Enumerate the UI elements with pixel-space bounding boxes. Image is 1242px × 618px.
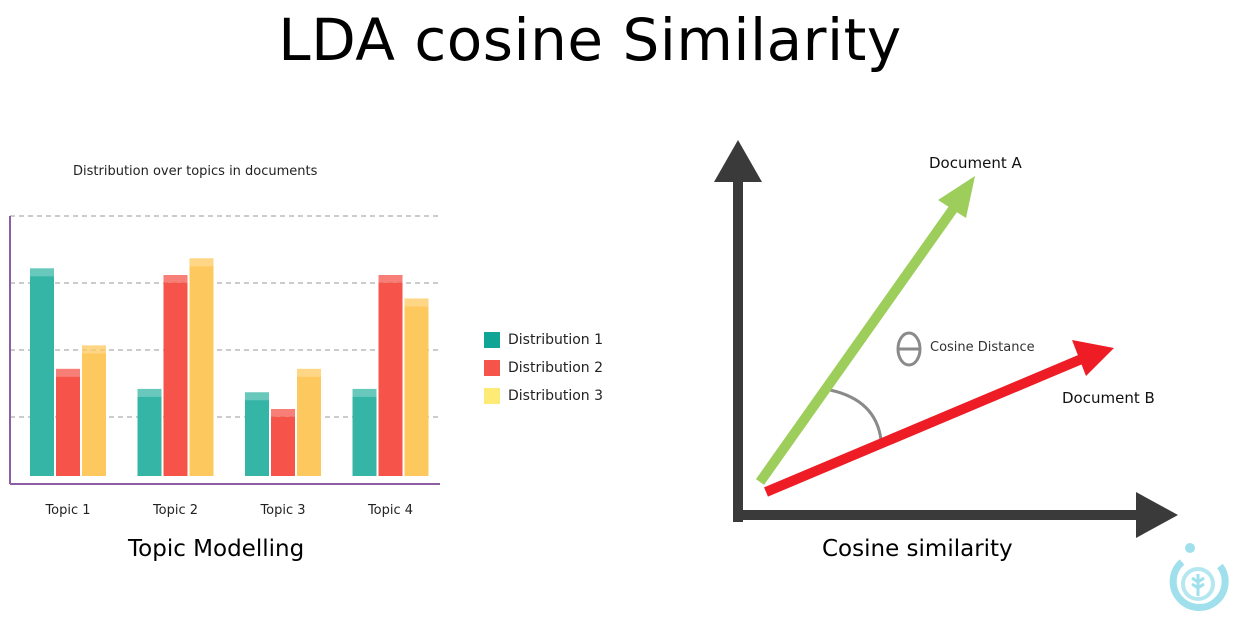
bar-3-3 [297, 376, 321, 476]
bar-1-1 [30, 276, 54, 476]
bar-2-2 [163, 283, 188, 476]
bar-cap [56, 368, 80, 379]
bar-cap [352, 388, 377, 399]
bar-cap [245, 392, 269, 403]
vector-a-arrowhead [938, 176, 975, 218]
chart-title: Distribution over topics in documents [73, 164, 318, 179]
topic-modelling-caption: Topic Modelling [128, 536, 305, 562]
document-b-label: Document B [1062, 389, 1155, 407]
x-tick-label: Topic 4 [367, 503, 413, 518]
legend-swatch [484, 332, 500, 348]
bar-cap [137, 388, 162, 399]
bar-2-1 [56, 376, 80, 476]
cosine-similarity-caption: Cosine similarity [822, 536, 1013, 562]
x-axis-arrowhead [1136, 492, 1178, 538]
legend-label: Distribution 3 [508, 388, 604, 404]
angle-arc [829, 388, 883, 441]
y-axis-arrowhead [714, 140, 762, 182]
vector-a-shaft [755, 199, 963, 485]
document-a-label: Document A [929, 154, 1022, 172]
bar-2-3 [271, 417, 295, 476]
bar-chart-svg: Topic 1 Topic 2 Topic 3 Topic 4 [9, 215, 440, 518]
bar-cap [30, 268, 54, 279]
chart-legend: Distribution 1 Distribution 2 Distributi… [484, 326, 603, 410]
bar-cap [297, 368, 321, 379]
bar-3-4 [404, 306, 429, 476]
bar-3-1 [82, 353, 106, 476]
legend-item: Distribution 2 [484, 354, 603, 382]
legend-label: Distribution 2 [508, 360, 604, 376]
brand-logo [1160, 540, 1234, 614]
bar-2-4 [378, 283, 403, 476]
bar-cap [271, 409, 295, 419]
legend-label: Distribution 1 [508, 332, 604, 348]
bar-cap [378, 275, 403, 285]
legend-swatch [484, 360, 500, 376]
bar-cap [163, 275, 188, 285]
bar-1-2 [137, 396, 162, 476]
bar-cap [82, 345, 106, 356]
x-axis [733, 510, 1143, 520]
legend-item: Distribution 3 [484, 382, 603, 410]
bar-1-4 [352, 396, 377, 476]
bar-cap [404, 298, 429, 309]
logo-icon [1169, 543, 1229, 612]
page-title: LDA cosine Similarity [278, 6, 902, 74]
y-axis [733, 170, 743, 522]
bar-3-2 [189, 266, 214, 476]
cosine-distance-label: Cosine Distance [930, 340, 1035, 355]
x-tick-label: Topic 3 [259, 503, 305, 518]
topic-distribution-chart: Distribution over topics in documents To… [0, 150, 640, 530]
vector-b-shaft [764, 353, 1086, 497]
legend-swatch [484, 388, 500, 404]
bar-cap [189, 258, 214, 269]
legend-item: Distribution 1 [484, 326, 603, 354]
vector-svg [714, 140, 1178, 538]
bar-1-3 [245, 400, 269, 476]
x-tick-label: Topic 2 [152, 503, 198, 518]
x-tick-label: Topic 1 [44, 503, 90, 518]
vector-b-arrowhead [1072, 340, 1114, 376]
cosine-vector-diagram: Document A Document B Cosine Distance [700, 130, 1220, 550]
